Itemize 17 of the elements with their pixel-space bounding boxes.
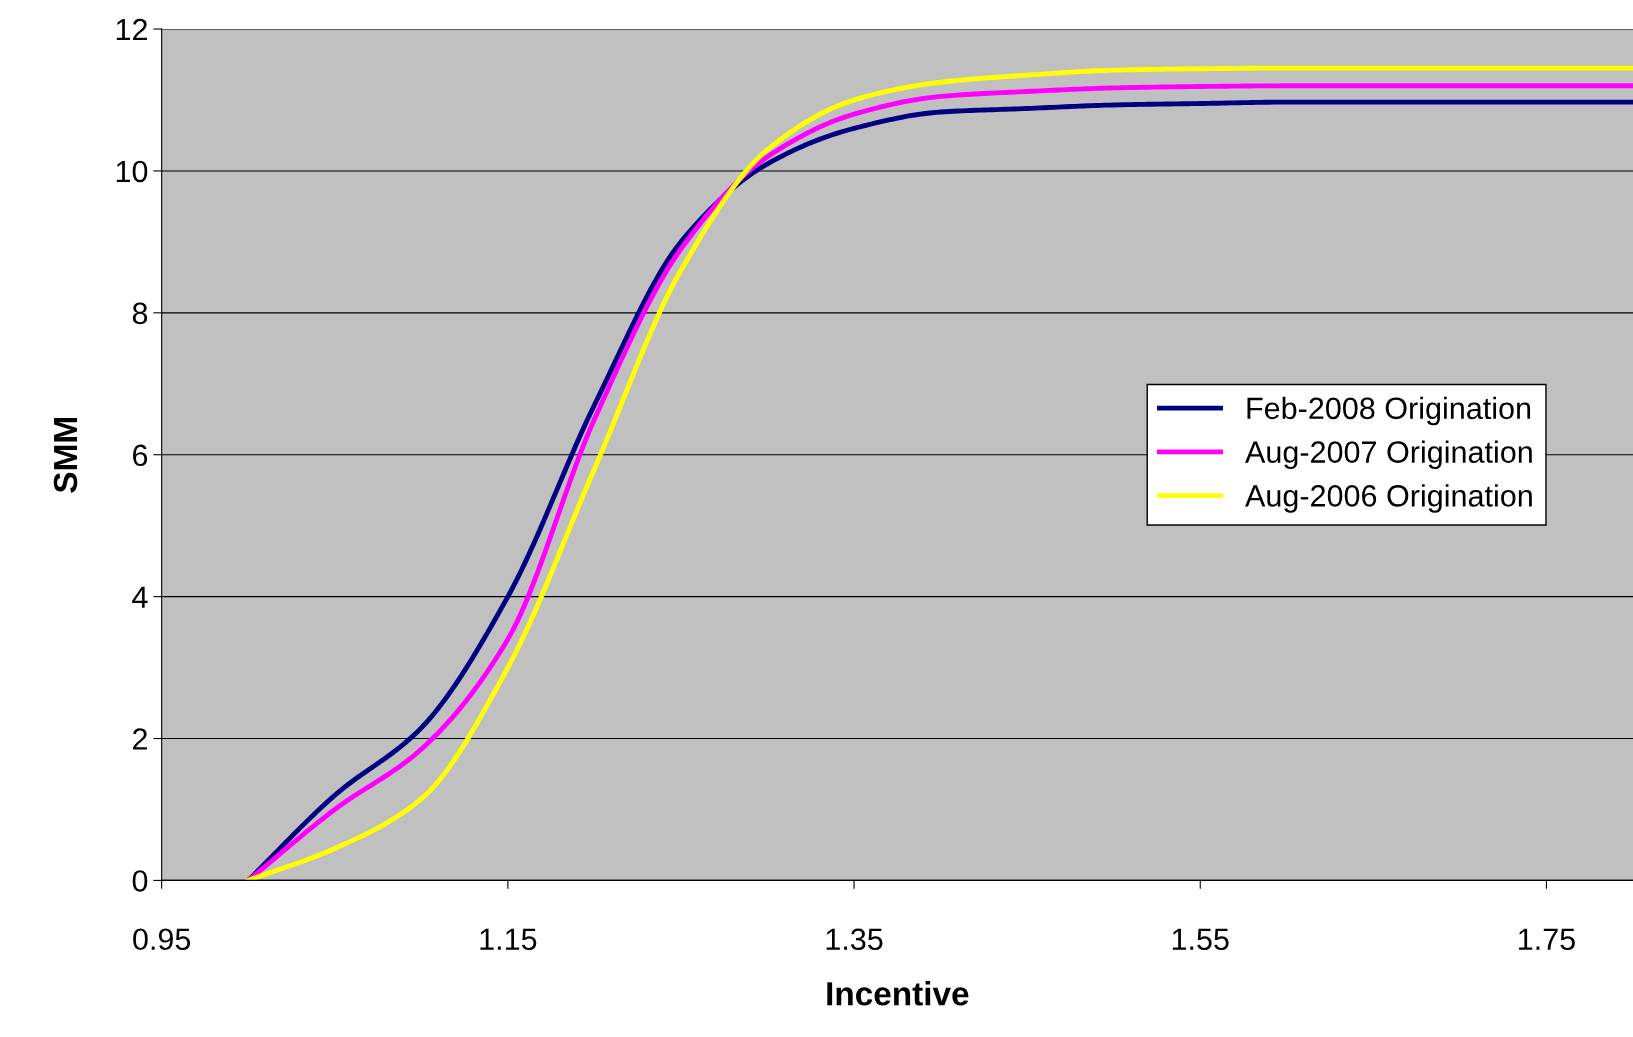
legend-label: Aug-2006 Origination: [1245, 484, 1532, 513]
y-tick-label: 10: [116, 160, 148, 183]
y-tick-label: 6: [133, 444, 148, 467]
x-tick-label: 1.15: [480, 928, 537, 951]
x-axis-title: Incentive: [827, 981, 969, 1006]
x-tick-label: 0.95: [133, 928, 191, 951]
y-axis-title: SMM: [53, 418, 78, 493]
y-tick-label: 4: [132, 586, 148, 608]
y-tick-label: 8: [132, 302, 148, 325]
legend-label: Feb-2008 Origination: [1247, 396, 1531, 426]
y-tick-label: 2: [133, 728, 147, 750]
legend-label: Aug-2007 Origination: [1245, 440, 1532, 469]
x-tick-label: 1.75: [1519, 928, 1575, 951]
y-tick-label: 0: [132, 870, 148, 892]
x-tick-label: 1.35: [826, 928, 883, 951]
x-tick-label: 1.55: [1172, 928, 1229, 951]
y-tick-label: 12: [116, 18, 147, 41]
